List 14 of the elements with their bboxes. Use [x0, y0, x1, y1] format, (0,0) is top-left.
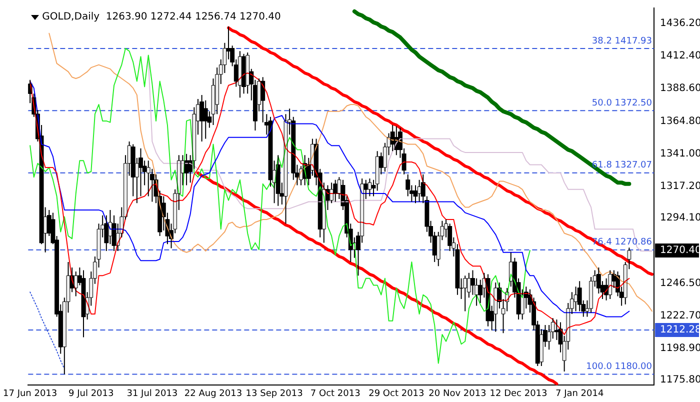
x-tick-label: 29 Oct 2013: [368, 388, 424, 399]
x-tick-label: 20 Nov 2013: [428, 388, 486, 399]
ref-line-label: 50.0 1372.50: [592, 98, 652, 109]
ref-line-label: 38.2 1417.93: [592, 36, 652, 46]
x-tick-label: 31 Jul 2013: [126, 388, 178, 399]
ref-line-label: 100.0 1180.00: [586, 362, 652, 372]
chart-title: GOLD,Daily 1263.90 1272.44 1256.74 1270.40: [42, 12, 281, 23]
x-tick-label: 9 Jul 2013: [68, 388, 114, 399]
x-tick-label: 7 Oct 2013: [310, 388, 360, 399]
x-tick-label: 17 Jun 2013: [3, 388, 58, 399]
x-tick-label: 22 Aug 2013: [184, 388, 242, 399]
x-tick-label: 7 Jan 2014: [555, 388, 604, 399]
x-tick-label: 13 Sep 2013: [246, 388, 303, 399]
x-tick-label: 12 Dec 2013: [490, 388, 548, 399]
